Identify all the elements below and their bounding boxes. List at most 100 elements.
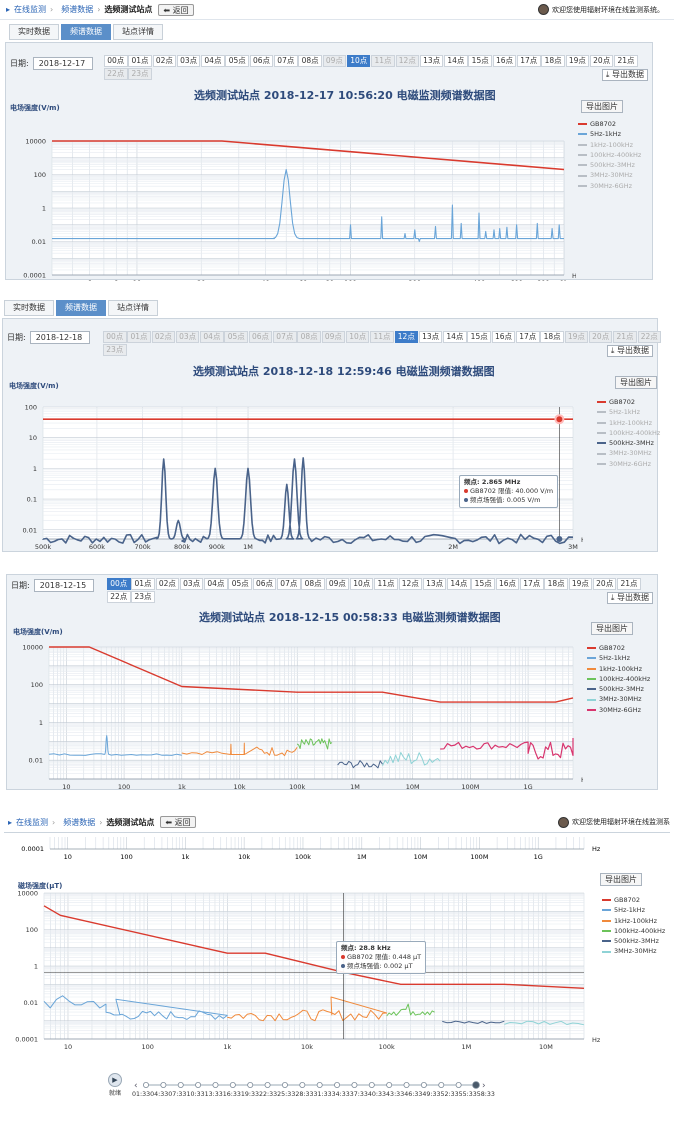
export-image-button[interactable]: 导出图片	[600, 873, 642, 886]
legend-item[interactable]: 30MHz-6GHz	[597, 459, 660, 469]
legend-item[interactable]: 500kHz-3MHz	[597, 438, 660, 448]
hour-button-18[interactable]: 18点	[541, 55, 565, 67]
date-input[interactable]: 2018-12-15	[33, 578, 94, 592]
hour-button-6[interactable]: 06点	[252, 578, 277, 590]
hour-button-10[interactable]: 10点	[349, 578, 374, 590]
hour-button-3[interactable]: 03点	[176, 55, 201, 67]
export-data-button[interactable]: ⤓ 导出数据	[606, 345, 653, 357]
legend-item[interactable]: GB8702	[578, 119, 641, 129]
hour-button-17[interactable]: 17点	[517, 55, 541, 67]
back-button[interactable]: ⬅ 返回	[158, 3, 194, 16]
hour-button-1[interactable]: 01点	[131, 578, 155, 590]
hour-button-19[interactable]: 19点	[568, 578, 593, 590]
hour-button-9[interactable]: 09点	[325, 578, 350, 590]
hour-button-16[interactable]: 16点	[492, 55, 517, 67]
hour-button-14[interactable]: 14点	[443, 331, 467, 343]
legend-item[interactable]: 1kHz-100kHz	[602, 916, 665, 926]
legend-item[interactable]: 5Hz-1kHz	[587, 653, 650, 663]
hour-button-15[interactable]: 15点	[471, 578, 495, 590]
legend-item[interactable]: 5Hz-1kHz	[578, 129, 641, 139]
hour-button-10[interactable]: 10点	[346, 55, 371, 67]
hour-button-1[interactable]: 01点	[128, 55, 152, 67]
hour-button-5[interactable]: 05点	[228, 578, 252, 590]
hour-button-18[interactable]: 18点	[540, 331, 564, 343]
breadcrumb-home[interactable]: 在线监测	[16, 817, 49, 827]
time-slider[interactable]: ‹ ›	[132, 1078, 492, 1092]
hour-button-21[interactable]: 21点	[614, 55, 638, 67]
hour-button-12[interactable]: 12点	[398, 578, 423, 590]
legend-item[interactable]: 3MHz-30MHz	[587, 694, 650, 704]
tab-site-detail[interactable]: 站点详情	[113, 24, 163, 40]
hour-button-18[interactable]: 18点	[544, 578, 568, 590]
hour-button-8[interactable]: 08点	[301, 578, 325, 590]
back-button[interactable]: ⬅ 返回	[160, 816, 196, 828]
play-button[interactable]: ▶	[108, 1073, 122, 1087]
export-data-button[interactable]: ⤓ 导出数据	[601, 69, 648, 81]
tab-site-detail[interactable]: 站点详情	[108, 300, 158, 316]
hour-button-14[interactable]: 14点	[447, 578, 471, 590]
hour-button-7[interactable]: 07点	[274, 55, 298, 67]
legend-item[interactable]: 500kHz-3MHz	[578, 160, 641, 170]
hour-button-4[interactable]: 04点	[204, 578, 228, 590]
legend-item[interactable]: 3MHz-30MHz	[602, 946, 665, 956]
hour-button-13[interactable]: 13点	[418, 331, 443, 343]
hour-button-13[interactable]: 13点	[419, 55, 444, 67]
tab-spectrum[interactable]: 频谱数据	[56, 300, 106, 316]
legend-item[interactable]: 3MHz-30MHz	[578, 170, 641, 180]
tab-spectrum[interactable]: 频谱数据	[61, 24, 111, 40]
hour-button-15[interactable]: 15点	[467, 331, 491, 343]
legend-item[interactable]: 1kHz-100kHz	[597, 418, 660, 428]
hour-button-20[interactable]: 20点	[589, 55, 614, 67]
hour-button-21[interactable]: 21点	[617, 578, 641, 590]
hour-button-0[interactable]: 00点	[107, 578, 131, 590]
hour-button-2[interactable]: 02点	[155, 578, 180, 590]
legend-item[interactable]: 1kHz-100kHz	[578, 140, 641, 150]
export-image-button[interactable]: 导出图片	[591, 622, 633, 635]
hour-button-20[interactable]: 20点	[592, 578, 617, 590]
hour-button-8[interactable]: 08点	[298, 55, 322, 67]
legend-item[interactable]: 100kHz-400kHz	[587, 674, 650, 684]
hour-button-16[interactable]: 16点	[495, 578, 520, 590]
legend-item[interactable]: 100kHz-400kHz	[602, 926, 665, 936]
legend-item[interactable]: GB8702	[597, 397, 660, 407]
hour-button-19[interactable]: 19点	[565, 55, 590, 67]
legend-item[interactable]: 1kHz-100kHz	[587, 664, 650, 674]
legend-item[interactable]: 5Hz-1kHz	[602, 905, 665, 915]
export-image-button[interactable]: 导出图片	[615, 376, 657, 389]
legend-item[interactable]: 500kHz-3MHz	[602, 936, 665, 946]
hour-button-4[interactable]: 04点	[201, 55, 225, 67]
legend-item[interactable]: GB8702	[587, 643, 650, 653]
legend-item[interactable]: 30MHz-6GHz	[578, 181, 641, 191]
hour-button-13[interactable]: 13点	[422, 578, 447, 590]
hour-button-0[interactable]: 00点	[104, 55, 128, 67]
hour-button-2[interactable]: 02点	[152, 55, 177, 67]
hour-button-11[interactable]: 11点	[374, 578, 398, 590]
tab-realtime[interactable]: 实时数据	[9, 24, 59, 40]
hour-button-22[interactable]: 22点	[107, 591, 131, 603]
export-data-button[interactable]: ⤓ 导出数据	[606, 592, 653, 604]
breadcrumb-home[interactable]: 在线监测	[14, 5, 47, 14]
legend-item[interactable]: 500kHz-3MHz	[587, 684, 650, 694]
tab-realtime[interactable]: 实时数据	[4, 300, 54, 316]
hour-button-3[interactable]: 03点	[179, 578, 204, 590]
hour-button-5[interactable]: 05点	[225, 55, 249, 67]
legend-item[interactable]: 3MHz-30MHz	[597, 448, 660, 458]
legend-item[interactable]: 100kHz-400kHz	[578, 150, 641, 160]
date-input[interactable]: 2018-12-17	[32, 56, 93, 70]
date-input[interactable]: 2018-12-18	[29, 330, 90, 344]
hour-button-16[interactable]: 16点	[491, 331, 516, 343]
hour-button-15[interactable]: 15点	[468, 55, 492, 67]
hour-button-14[interactable]: 14点	[444, 55, 468, 67]
hour-button-7[interactable]: 07点	[277, 578, 301, 590]
hour-button-17[interactable]: 17点	[520, 578, 544, 590]
legend-item[interactable]: 5Hz-1kHz	[597, 407, 660, 417]
hour-button-6[interactable]: 06点	[249, 55, 274, 67]
hour-button-23[interactable]: 23点	[131, 591, 155, 603]
legend-item[interactable]: 30MHz-6GHz	[587, 705, 650, 715]
hour-button-12[interactable]: 12点	[394, 331, 419, 343]
export-image-button[interactable]: 导出图片	[581, 100, 623, 113]
legend-item[interactable]: 100kHz-400kHz	[597, 428, 660, 438]
hour-button-17[interactable]: 17点	[516, 331, 540, 343]
breadcrumb-spectrum[interactable]: 频谱数据	[63, 817, 96, 827]
breadcrumb-spectrum[interactable]: 频谱数据	[61, 5, 94, 14]
